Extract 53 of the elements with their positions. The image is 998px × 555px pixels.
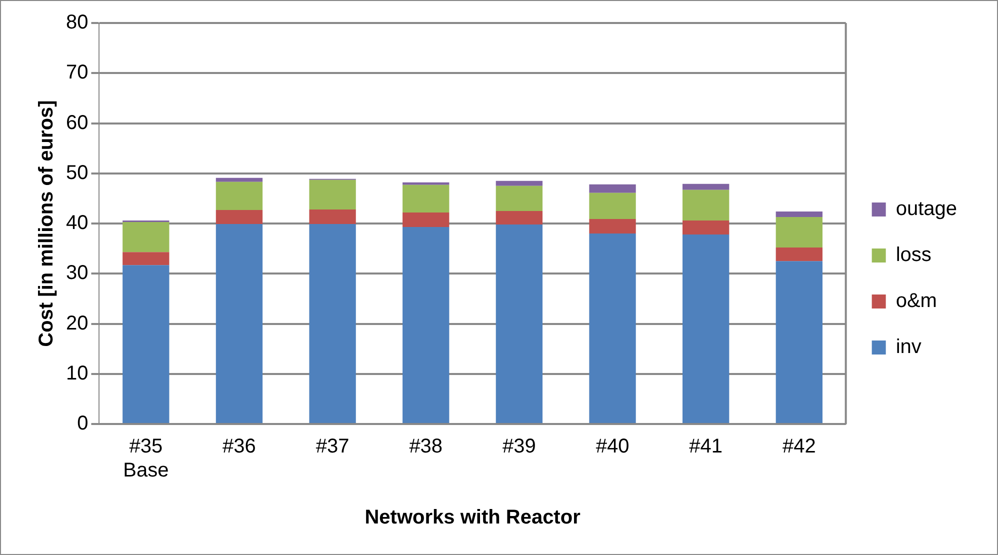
y-tick-label: 80 (66, 12, 88, 34)
legend-label: inv (896, 336, 922, 358)
bar (216, 178, 263, 182)
bar (309, 209, 356, 224)
x-tick-label: #35 Base (123, 436, 169, 482)
legend-label: o&m (896, 290, 937, 312)
bar (682, 190, 730, 220)
x-tick-label: #37 (316, 436, 350, 458)
y-tick-label: 10 (66, 362, 88, 384)
y-tick-label: 40 (66, 212, 88, 234)
bar (496, 180, 543, 186)
bar (589, 218, 636, 234)
y-tick-label: 30 (66, 262, 88, 284)
bar (122, 265, 170, 423)
x-tick-label: #42 (782, 436, 816, 458)
bar (682, 220, 730, 235)
bar (776, 211, 822, 217)
bar (776, 248, 822, 262)
legend-label: outage (896, 198, 957, 220)
bar (122, 222, 170, 252)
bar (589, 234, 636, 423)
bar (309, 224, 356, 423)
bar (589, 184, 636, 193)
x-tick-label: #36 (222, 436, 256, 458)
x-tick-label: #40 (596, 436, 630, 458)
bar (309, 180, 356, 210)
x-tick-label: #41 (689, 436, 723, 458)
bar (402, 182, 450, 185)
bar (682, 184, 730, 190)
bar (776, 216, 822, 248)
y-tick-label: 0 (77, 412, 88, 435)
bar (216, 182, 263, 210)
bar (496, 224, 543, 423)
y-tick-label: 50 (66, 162, 88, 184)
bar (402, 212, 450, 228)
bar (496, 210, 543, 225)
legend-label: loss (896, 244, 932, 266)
x-tick-label: #38 (409, 436, 443, 458)
bar (216, 210, 263, 224)
y-tick-label: 20 (66, 312, 88, 334)
x-tick-label: #39 (502, 436, 536, 458)
y-axis-title: Cost [in millions of euros] (36, 100, 58, 347)
bar (122, 252, 170, 266)
x-axis-title: Networks with Reactor (364, 506, 581, 529)
bar (776, 261, 822, 423)
bar (496, 186, 543, 211)
bar (402, 227, 450, 423)
bar (589, 192, 636, 219)
y-tick-label: 60 (66, 112, 88, 134)
bar (402, 184, 450, 212)
y-tick-label: 70 (66, 62, 88, 84)
bar (682, 234, 730, 423)
bar (216, 224, 263, 423)
